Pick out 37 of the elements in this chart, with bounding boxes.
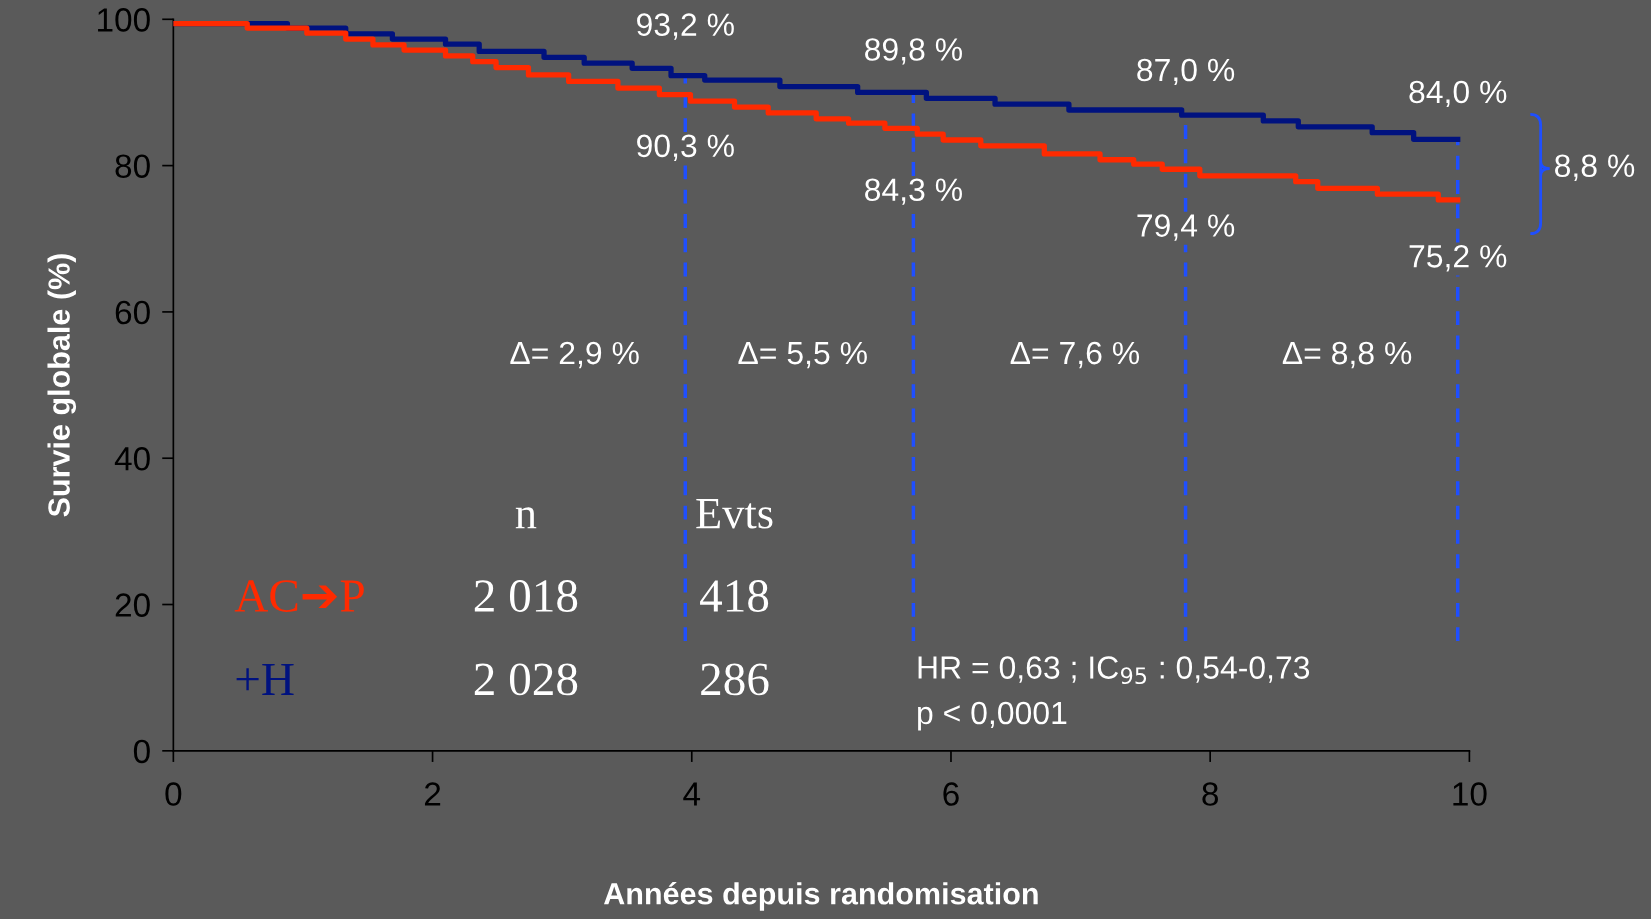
x-axis-title: Années depuis randomisation xyxy=(603,881,1038,911)
y-axis-title: Survie globale (%) xyxy=(47,254,77,517)
annotation: 75,2 % xyxy=(1409,245,1507,272)
annotation: Evts xyxy=(696,499,773,529)
annotation: 79,4 % xyxy=(1137,214,1235,241)
annotation: HR = 0,63 ; IC$_{95}$ : 0,54-0,73 xyxy=(918,656,1310,685)
x-tick-label: 4 xyxy=(683,782,701,806)
annotation: Δ= 2,9 % xyxy=(510,341,639,369)
annotation: 286 xyxy=(701,663,769,696)
y-tick-label: 40 xyxy=(114,447,150,471)
y-tick-label: 20 xyxy=(115,593,150,617)
annotation: Δ= 5,5 % xyxy=(738,341,867,369)
annotation: Δ= 8,8 % xyxy=(1282,341,1412,369)
annotation: 2 018 xyxy=(474,580,578,612)
text: AC➔P xyxy=(234,580,364,612)
y-tick-label: 0 xyxy=(133,739,150,764)
y-tick-label: 80 xyxy=(115,154,150,179)
x-tick-label: 0 xyxy=(165,782,182,806)
text: 8,8 % xyxy=(1555,154,1635,181)
annotation: n xyxy=(515,507,537,529)
annotation: 2 028 xyxy=(474,663,578,696)
annotation: 93,2 % xyxy=(637,13,734,40)
annotation: 89,8 % xyxy=(865,38,962,65)
text: +H xyxy=(236,663,294,695)
annotation: 84,3 % xyxy=(865,178,962,205)
y-tick-label: 100 xyxy=(98,8,150,32)
annotation: 418 xyxy=(700,580,769,612)
annotation: 87,0 % xyxy=(1137,58,1235,86)
annotation: p < 0,0001 xyxy=(918,701,1067,731)
x-tick-label: 6 xyxy=(943,782,959,806)
annotation: 90,3 % xyxy=(637,134,734,161)
annotation: 84,0 % xyxy=(1409,80,1507,108)
x-tick-label: 10 xyxy=(1453,782,1487,806)
x-tick-label: 2 xyxy=(424,782,441,806)
x-tick-label: 8 xyxy=(1202,782,1218,806)
annotation: Δ= 7,6 % xyxy=(1010,341,1140,369)
y-tick-label: 60 xyxy=(115,300,150,325)
